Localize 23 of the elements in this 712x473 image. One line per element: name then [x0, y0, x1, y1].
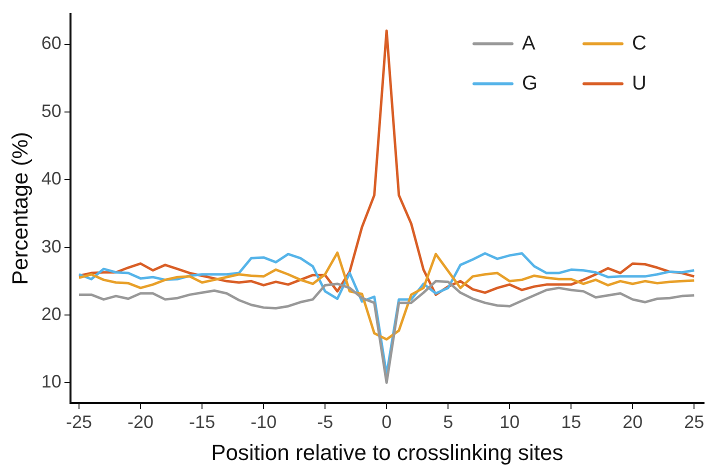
x-tick-label: 15	[561, 412, 582, 432]
x-tick-label: -10	[250, 412, 277, 432]
y-tick-label: 10	[41, 372, 62, 392]
x-axis-title: Position relative to crosslinking sites	[211, 440, 564, 465]
y-tick-label: 60	[41, 33, 62, 54]
x-tick-label: 20	[622, 412, 643, 432]
y-tick-label: 50	[41, 100, 62, 121]
y-axis-title: Percentage (%)	[7, 132, 32, 285]
x-tick-label: 10	[500, 412, 520, 432]
y-tick-label: 30	[41, 236, 62, 256]
x-tick-label: -15	[189, 412, 216, 432]
x-tick-label: -25	[66, 412, 92, 432]
x-tick-label: 25	[684, 412, 704, 432]
y-tick-label: 40	[41, 168, 62, 189]
x-tick-label: -20	[128, 412, 154, 432]
y-tick-label: 20	[41, 304, 62, 324]
legend-label: U	[632, 72, 646, 94]
legend-label: C	[632, 32, 646, 54]
x-tick-label: 5	[443, 412, 454, 432]
x-tick-label: 0	[382, 412, 392, 432]
legend-label: A	[522, 32, 536, 54]
legend-label: G	[522, 72, 538, 94]
x-tick-label: -5	[317, 412, 334, 432]
